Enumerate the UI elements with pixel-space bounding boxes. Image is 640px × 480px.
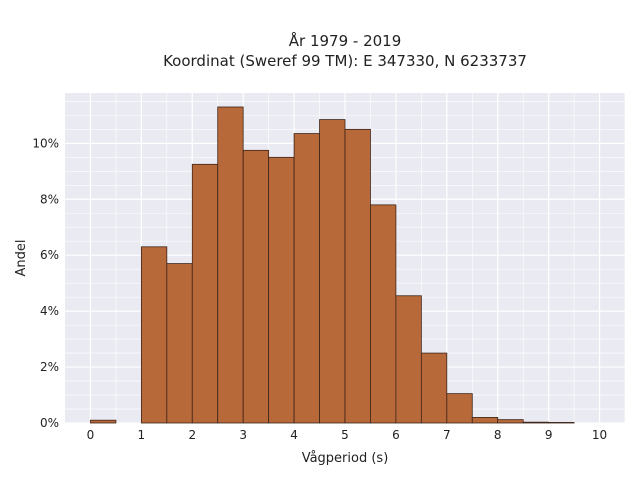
chart-title-line2: Koordinat (Sweref 99 TM): E 347330, N 62…: [163, 52, 527, 70]
y-tick-label: 4%: [40, 304, 59, 318]
histogram-bar: [242, 149, 270, 424]
x-tick-label: 5: [341, 428, 349, 442]
x-tick-label: 0: [87, 428, 95, 442]
histogram-bar: [90, 419, 117, 424]
histogram-bar: [319, 119, 346, 424]
histogram-bar: [497, 419, 524, 424]
chart-title-line1: År 1979 - 2019: [289, 31, 402, 50]
histogram-bar: [191, 163, 219, 424]
histogram-bar: [446, 393, 473, 424]
histogram-bar: [395, 295, 422, 424]
x-tick-label: 3: [239, 428, 247, 442]
histogram-bar: [293, 133, 320, 424]
histogram-bar: [217, 106, 244, 424]
histogram-bar: [420, 352, 448, 424]
histogram-bar: [370, 204, 397, 424]
histogram-bar: [522, 421, 550, 424]
histogram-bar: [344, 128, 371, 424]
x-tick-label: 4: [290, 428, 298, 442]
y-tick-label: 8%: [40, 192, 59, 206]
y-tick-labels: 0% 2% 4% 6% 8% 10%: [32, 136, 59, 430]
y-tick-label: 6%: [40, 248, 59, 262]
x-tick-label: 8: [494, 428, 502, 442]
x-tick-labels: 0 1 2 3 4 5 6 7 8 9 10: [87, 428, 608, 442]
x-tick-label: 1: [138, 428, 146, 442]
histogram-bar: [268, 156, 295, 424]
y-tick-label: 0%: [40, 416, 59, 430]
y-axis-label: Andel: [14, 240, 29, 277]
histogram-bar: [140, 246, 168, 424]
x-tick-label: 10: [592, 428, 607, 442]
histogram-bar: [166, 263, 193, 424]
x-axis-label: Vågperiod (s): [302, 451, 389, 466]
histogram-bar: [471, 417, 499, 424]
x-tick-label: 7: [443, 428, 451, 442]
x-tick-label: 6: [392, 428, 400, 442]
y-tick-label: 10%: [32, 136, 59, 150]
bars: [90, 106, 575, 424]
histogram-bar: [548, 422, 575, 424]
y-tick-label: 2%: [40, 360, 59, 374]
x-tick-label: 2: [188, 428, 196, 442]
x-tick-label: 9: [545, 428, 553, 442]
